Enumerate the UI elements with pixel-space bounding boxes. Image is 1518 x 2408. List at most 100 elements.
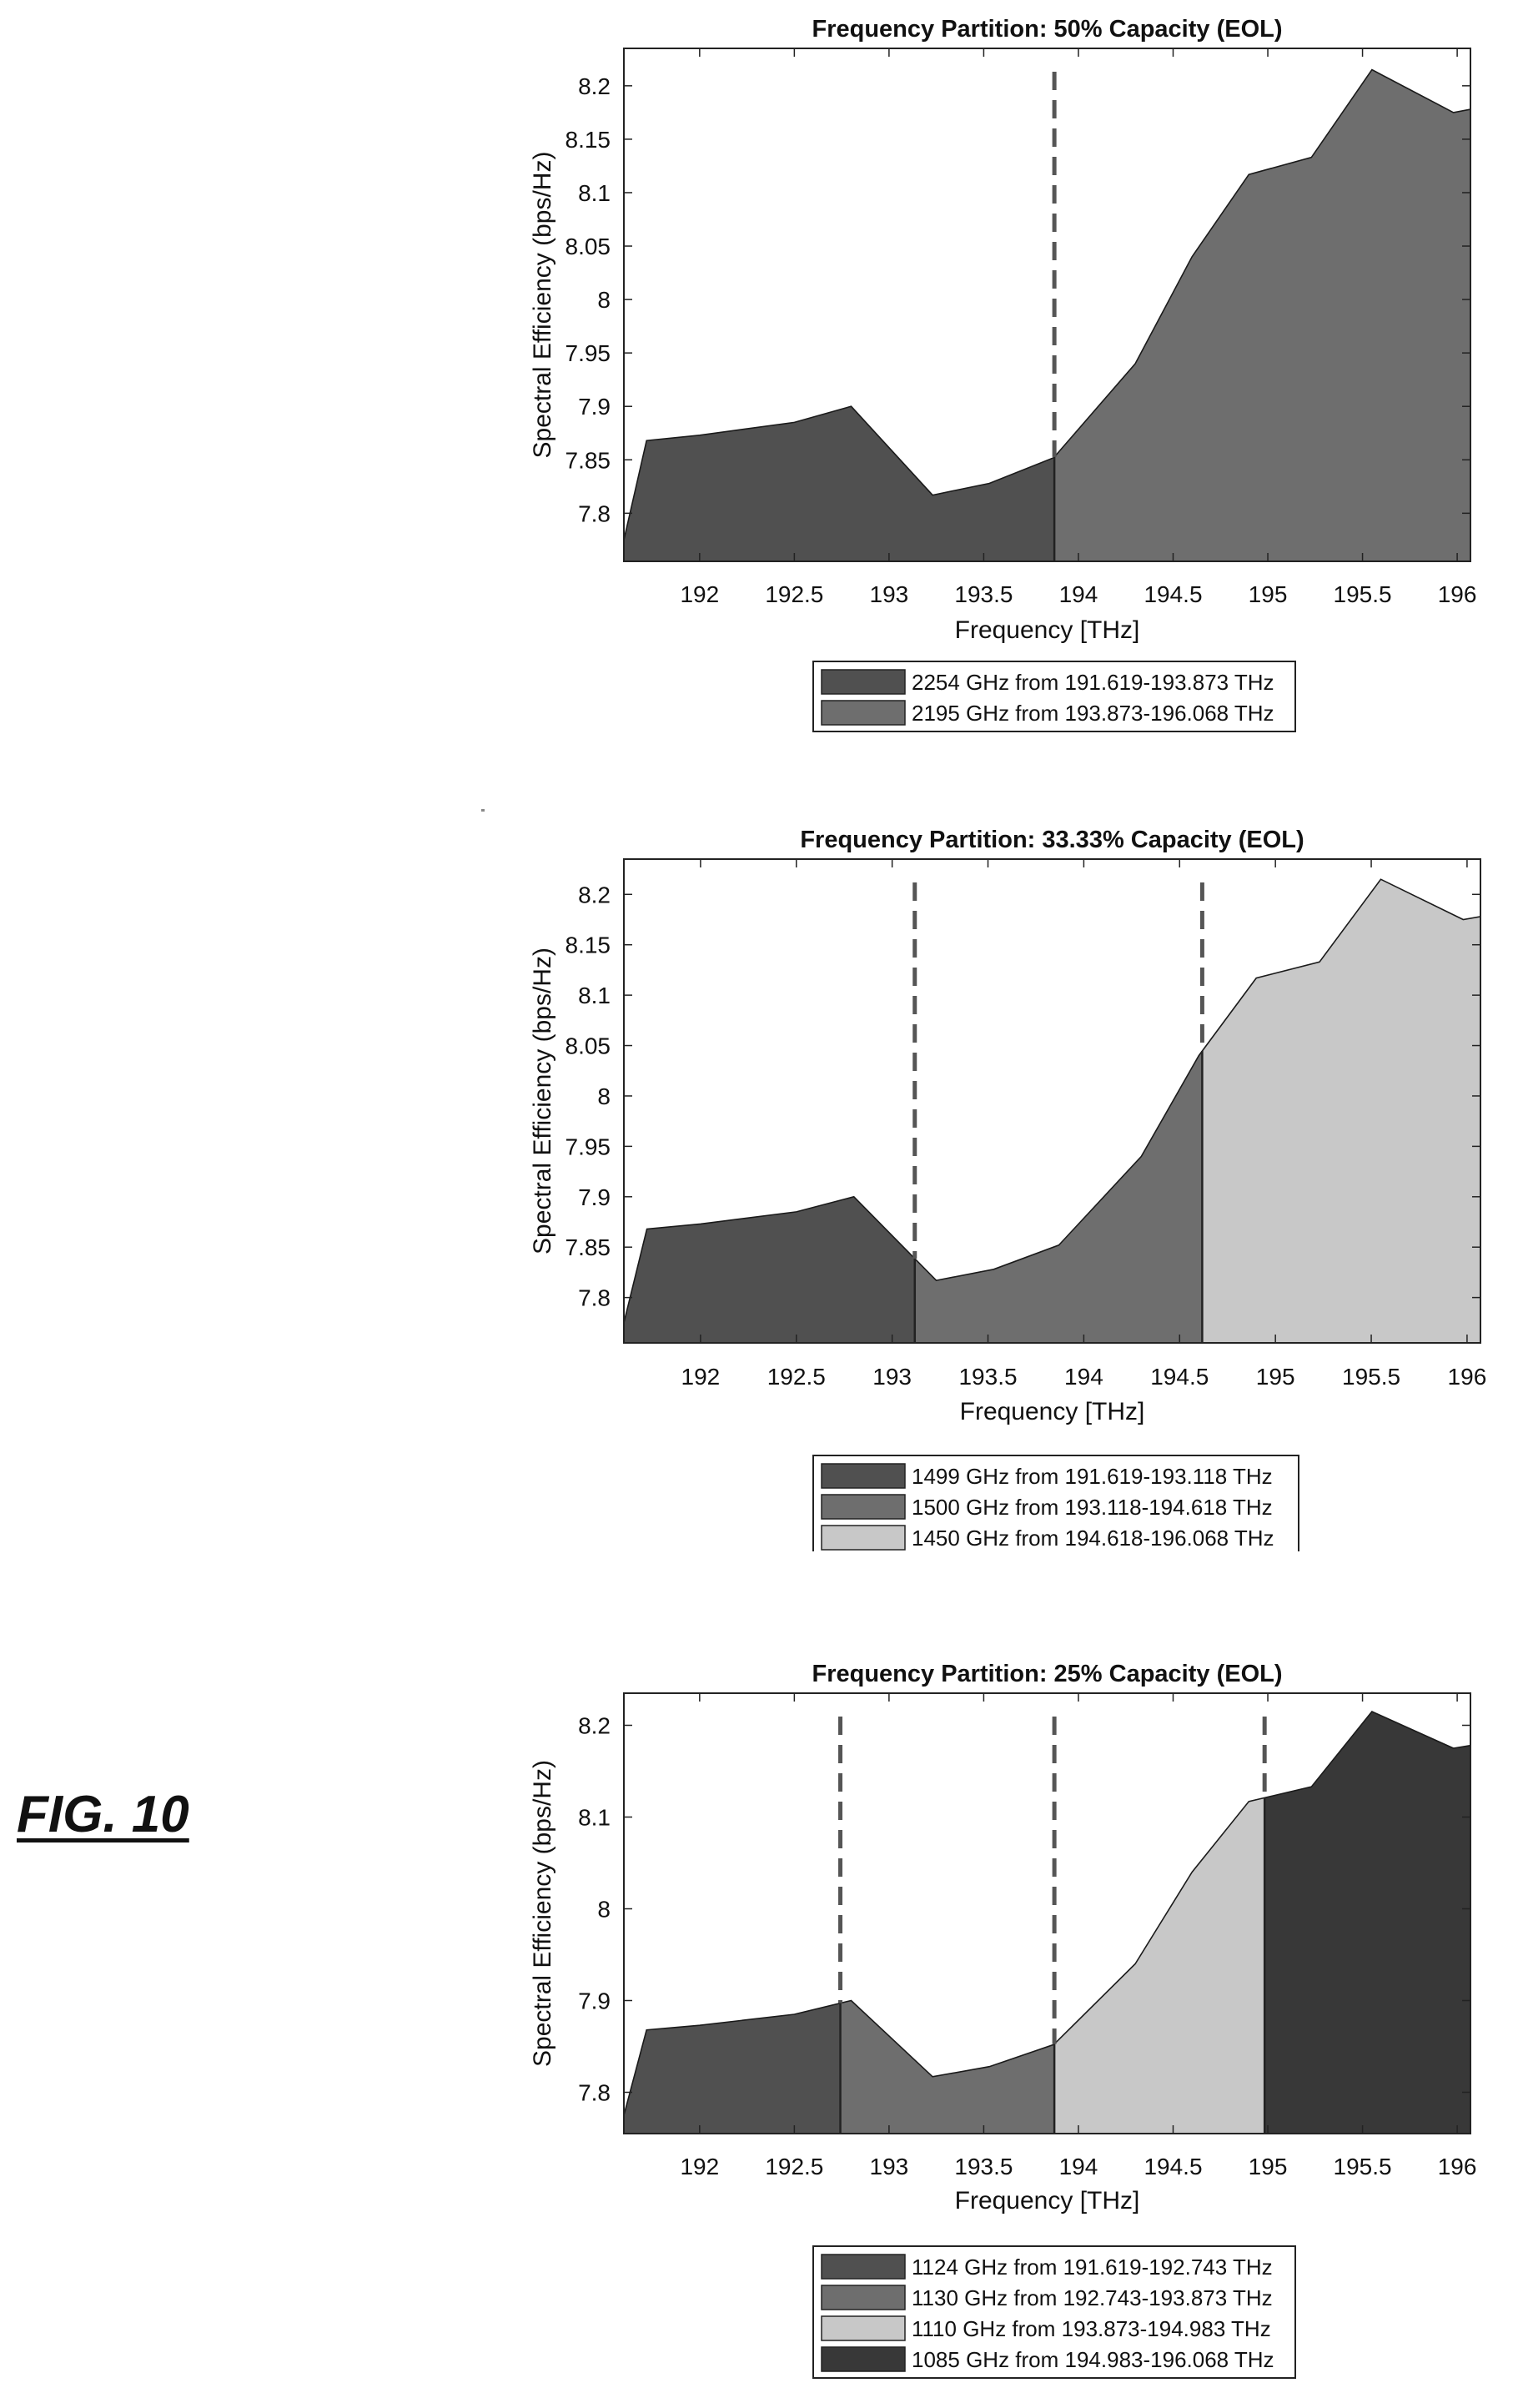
x-tick-label: 192 — [680, 581, 719, 607]
legend-entry: 1085 GHz from 194.983-196.068 THz — [912, 2347, 1274, 2372]
x-tick-label: 193 — [870, 2154, 909, 2179]
x-tick-label: 195.5 — [1342, 1364, 1400, 1390]
legend-swatch — [821, 669, 906, 695]
y-tick-label: 8 — [597, 287, 611, 313]
area-band-3 — [1054, 1797, 1265, 2134]
area-band-2 — [914, 1051, 1203, 1343]
y-tick-label: 8.15 — [565, 933, 611, 958]
x-tick-label: 193.5 — [954, 581, 1013, 607]
y-tick-label: 8.1 — [578, 180, 611, 206]
area-band-1 — [624, 1196, 915, 1343]
y-tick-label: 8.15 — [565, 127, 611, 153]
y-tick-label: 8 — [597, 1083, 611, 1109]
y-tick-label: 7.95 — [565, 340, 611, 366]
legend-swatch — [821, 2346, 906, 2372]
legend-entry: 2254 GHz from 191.619-193.873 THz — [912, 670, 1274, 695]
x-tick-label: 194 — [1059, 2154, 1098, 2179]
area-band-4 — [1264, 1712, 1470, 2134]
x-tick-label: 192.5 — [765, 2154, 823, 2179]
y-axis-label: Spectral Efficiency (bps/Hz) — [529, 1760, 556, 2067]
legend-swatch — [821, 1525, 906, 1551]
y-tick-label: 8.1 — [578, 983, 611, 1008]
chart-25-percent: Frequency Partition: 25% Capacity (EOL) 1… — [529, 1661, 1477, 2379]
axes-frame — [623, 48, 1471, 562]
x-tick-label: 193.5 — [954, 2154, 1013, 2179]
x-tick-label: 195 — [1249, 2154, 1288, 2179]
legend: 1124 GHz from 191.619-192.743 THz 1130 GH… — [812, 2245, 1296, 2379]
area-band-1 — [624, 2003, 841, 2134]
axes-frame — [623, 1692, 1471, 2134]
y-axis-label: Spectral Efficiency (bps/Hz) — [529, 948, 556, 1254]
x-tick-label: 193 — [870, 581, 909, 607]
chart-title: Frequency Partition: 33.33% Capacity (EO… — [800, 827, 1304, 853]
y-tick-label: 8.2 — [578, 1713, 611, 1739]
legend-swatch — [821, 700, 906, 726]
plot-area — [624, 68, 1470, 561]
y-tick-label: 8.1 — [578, 1805, 611, 1831]
legend-entry: 1450 GHz from 194.618-196.068 THz — [912, 1526, 1274, 1551]
stray-mark — [481, 809, 485, 812]
legend-entry: 1499 GHz from 191.619-193.118 THz — [912, 1464, 1273, 1489]
y-tick-label: 7.8 — [578, 2080, 611, 2106]
x-tick-label: 195.5 — [1334, 2154, 1392, 2179]
x-tick-label: 194.5 — [1144, 581, 1202, 607]
plot-area — [624, 1711, 1470, 2134]
series-line — [624, 878, 1480, 1323]
x-axis-label: Frequency [THz] — [955, 2187, 1140, 2214]
x-tick-label: 195.5 — [1334, 581, 1392, 607]
y-tick-label: 8 — [597, 1897, 611, 1923]
chart-title: Frequency Partition: 50% Capacity (EOL) — [812, 16, 1282, 43]
x-tick-label: 192 — [681, 1364, 721, 1390]
y-tick-label: 7.85 — [565, 1234, 611, 1260]
legend-entry: 1500 GHz from 193.118-194.618 THz — [912, 1495, 1273, 1520]
y-tick-label: 7.8 — [578, 500, 611, 526]
x-tick-label: 195 — [1256, 1364, 1295, 1390]
y-axis-label: Spectral Efficiency (bps/Hz) — [529, 152, 556, 459]
chart-title: Frequency Partition: 25% Capacity (EOL) — [812, 1661, 1282, 1687]
y-tick-label: 7.8 — [578, 1285, 611, 1311]
x-tick-label: 195 — [1249, 581, 1288, 607]
x-tick-label: 196 — [1438, 581, 1477, 607]
y-tick-label: 8.2 — [578, 73, 611, 99]
x-tick-label: 192.5 — [765, 581, 823, 607]
x-tick-label: 193.5 — [958, 1364, 1017, 1390]
legend-entry: 2195 GHz from 193.873-196.068 THz — [912, 701, 1274, 726]
chart-50-percent: Frequency Partition: 50% Capacity (EOL) 1… — [529, 16, 1477, 732]
legend-swatch — [821, 1463, 906, 1489]
figure-label: FIG. 10 — [17, 1786, 189, 1843]
chart-33-percent: Frequency Partition: 33.33% Capacity (EO… — [529, 827, 1487, 1551]
x-axis-label: Frequency [THz] — [960, 1398, 1145, 1425]
x-tick-label: 194 — [1064, 1364, 1103, 1390]
plot-area — [624, 878, 1480, 1343]
area-band-2 — [1054, 69, 1470, 561]
y-tick-label: 7.9 — [578, 1184, 611, 1210]
axes-frame — [623, 858, 1481, 1344]
legend-entry: 1124 GHz from 191.619-192.743 THz — [912, 2255, 1273, 2280]
x-tick-label: 194 — [1059, 581, 1098, 607]
y-tick-label: 7.85 — [565, 447, 611, 473]
y-tick-label: 8.05 — [565, 1033, 611, 1059]
x-tick-label: 192.5 — [767, 1364, 826, 1390]
legend: 2254 GHz from 191.619-193.873 THz 2195 GH… — [812, 661, 1296, 732]
area-band-3 — [1202, 879, 1480, 1343]
legend-swatch — [821, 2254, 906, 2280]
legend-entry: 1110 GHz from 193.873-194.983 THz — [912, 2316, 1271, 2341]
legend-entry: 1130 GHz from 192.743-193.873 THz — [912, 2285, 1273, 2310]
legend: 1499 GHz from 191.619-193.118 THz 1500 GH… — [812, 1455, 1299, 1551]
x-tick-label: 194.5 — [1144, 2154, 1202, 2179]
y-tick-label: 7.95 — [565, 1134, 611, 1159]
legend-swatch — [821, 1494, 906, 1520]
area-band-2 — [840, 2000, 1055, 2134]
x-tick-label: 196 — [1448, 1364, 1487, 1390]
x-tick-label: 193 — [872, 1364, 912, 1390]
area-band-1 — [624, 406, 1055, 561]
legend-swatch — [821, 2285, 906, 2310]
x-tick-label: 196 — [1438, 2154, 1477, 2179]
x-tick-label: 194.5 — [1150, 1364, 1209, 1390]
y-tick-label: 8.05 — [565, 234, 611, 259]
y-tick-label: 7.9 — [578, 394, 611, 420]
legend-swatch — [821, 2315, 906, 2341]
y-tick-label: 7.9 — [578, 1988, 611, 2014]
y-tick-label: 8.2 — [578, 882, 611, 907]
x-axis-label: Frequency [THz] — [955, 616, 1140, 644]
